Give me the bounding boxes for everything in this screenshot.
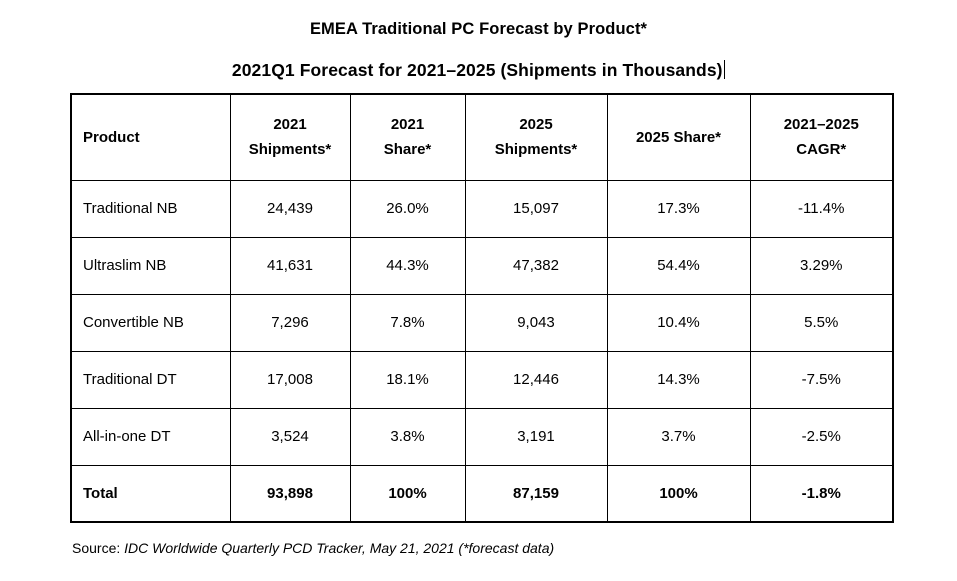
- cell-2025-share: 54.4%: [606, 236, 751, 295]
- col-header-2021-share: 2021 Share*: [349, 93, 466, 181]
- cell-2021-share: 18.1%: [349, 350, 466, 409]
- cell-2025-shipments: 15,097: [464, 179, 608, 238]
- table-row: Ultraslim NB 41,631 44.3% 47,382 54.4% 3…: [70, 236, 894, 295]
- source-prefix: Source:: [72, 540, 121, 556]
- cell-product: Convertible NB: [70, 293, 231, 352]
- table-total-row: Total 93,898 100% 87,159 100% -1.8%: [70, 464, 894, 523]
- header-label: 2025: [519, 116, 553, 134]
- cell-2021-shipments: 3,524: [229, 407, 351, 466]
- document-subtitle: 2021Q1 Forecast for 2021–2025 (Shipments…: [0, 39, 957, 81]
- cell-2021-share: 26.0%: [349, 179, 466, 238]
- cell-2025-share: 17.3%: [606, 179, 751, 238]
- table-header-row: Product 2021 Shipments* 2021 Share* 2025 Sh…: [70, 93, 894, 181]
- cell-cagr: -2.5%: [749, 407, 894, 466]
- document-title: EMEA Traditional PC Forecast by Product*: [309, 20, 648, 38]
- cell-2021-shipments: 41,631: [229, 236, 351, 295]
- header-label: 2021: [273, 116, 307, 134]
- header-label: Shipments*: [494, 141, 578, 159]
- cell-2021-share: 3.8%: [349, 407, 466, 466]
- cell-2025-share-total: 100%: [606, 464, 751, 523]
- cell-2021-share-total: 100%: [349, 464, 466, 523]
- header-label: Share*: [383, 141, 432, 159]
- forecast-table: Product 2021 Shipments* 2021 Share* 2025 Sh…: [70, 93, 894, 523]
- header-label: Shipments*: [248, 141, 332, 159]
- source-line: Source: IDC Worldwide Quarterly PCD Trac…: [72, 540, 957, 556]
- cell-cagr: -7.5%: [749, 350, 894, 409]
- cell-product: Ultraslim NB: [70, 236, 231, 295]
- cell-2021-share: 7.8%: [349, 293, 466, 352]
- cell-product: All-in-one DT: [70, 407, 231, 466]
- cell-2025-share: 14.3%: [606, 350, 751, 409]
- table-row: Traditional DT 17,008 18.1% 12,446 14.3%…: [70, 350, 894, 409]
- cell-2025-shipments-total: 87,159: [464, 464, 608, 523]
- cell-cagr: -11.4%: [749, 179, 894, 238]
- col-header-2025-share: 2025 Share*: [606, 93, 751, 181]
- header-label: 2025 Share*: [635, 128, 722, 146]
- text-cursor[interactable]: [723, 60, 726, 79]
- table-row: All-in-one DT 3,524 3.8% 3,191 3.7% -2.5…: [70, 407, 894, 466]
- header-label: CAGR*: [796, 141, 847, 159]
- col-header-2021-shipments: 2021 Shipments*: [229, 93, 351, 181]
- col-header-2025-shipments: 2025 Shipments*: [464, 93, 608, 181]
- table-row: Convertible NB 7,296 7.8% 9,043 10.4% 5.…: [70, 293, 894, 352]
- cell-2021-shipments: 24,439: [229, 179, 351, 238]
- cell-2025-share: 10.4%: [606, 293, 751, 352]
- cell-2025-shipments: 47,382: [464, 236, 608, 295]
- col-header-cagr: 2021–2025 CAGR*: [749, 93, 894, 181]
- table-row: Traditional NB 24,439 26.0% 15,097 17.3%…: [70, 179, 894, 238]
- header-label: Product: [83, 128, 140, 146]
- cell-cagr: 5.5%: [749, 293, 894, 352]
- cell-2025-shipments: 9,043: [464, 293, 608, 352]
- cell-2021-shipments-total: 93,898: [229, 464, 351, 523]
- cell-2021-share: 44.3%: [349, 236, 466, 295]
- cell-cagr: 3.29%: [749, 236, 894, 295]
- cell-product: Traditional DT: [70, 350, 231, 409]
- document-subtitle-text: 2021Q1 Forecast for 2021–2025 (Shipments…: [231, 60, 723, 80]
- cell-2025-share: 3.7%: [606, 407, 751, 466]
- header-label: 2021–2025: [783, 116, 859, 134]
- cell-cagr-total: -1.8%: [749, 464, 894, 523]
- cell-product: Traditional NB: [70, 179, 231, 238]
- col-header-product: Product: [70, 93, 231, 181]
- cell-2021-shipments: 7,296: [229, 293, 351, 352]
- cell-2021-shipments: 17,008: [229, 350, 351, 409]
- cell-2025-shipments: 3,191: [464, 407, 608, 466]
- cell-2025-shipments: 12,446: [464, 350, 608, 409]
- source-citation: IDC Worldwide Quarterly PCD Tracker, May…: [120, 540, 555, 556]
- cell-product-total: Total: [70, 464, 231, 523]
- header-label: 2021: [390, 116, 425, 134]
